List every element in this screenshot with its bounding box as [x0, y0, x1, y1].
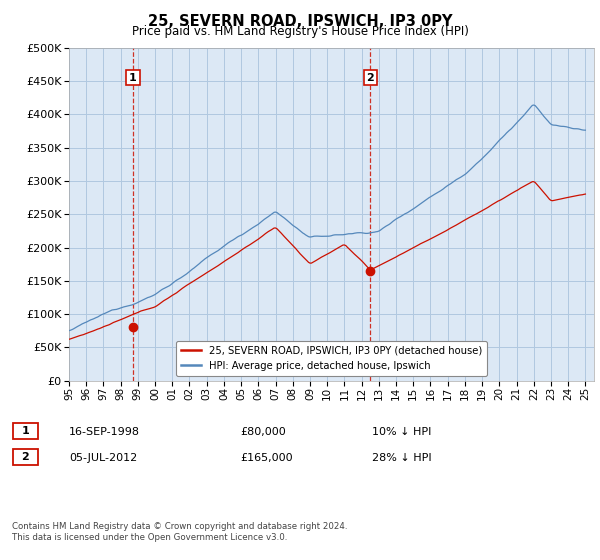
- Text: 1: 1: [129, 73, 137, 82]
- Text: 05-JUL-2012: 05-JUL-2012: [69, 453, 137, 463]
- Text: 10% ↓ HPI: 10% ↓ HPI: [372, 427, 431, 437]
- Text: 2: 2: [22, 452, 29, 462]
- Text: £165,000: £165,000: [240, 453, 293, 463]
- Text: Price paid vs. HM Land Registry's House Price Index (HPI): Price paid vs. HM Land Registry's House …: [131, 25, 469, 38]
- Text: £80,000: £80,000: [240, 427, 286, 437]
- Text: 2: 2: [367, 73, 374, 82]
- Text: 25, SEVERN ROAD, IPSWICH, IP3 0PY: 25, SEVERN ROAD, IPSWICH, IP3 0PY: [148, 14, 452, 29]
- Text: 1: 1: [22, 426, 29, 436]
- Legend: 25, SEVERN ROAD, IPSWICH, IP3 0PY (detached house), HPI: Average price, detached: 25, SEVERN ROAD, IPSWICH, IP3 0PY (detac…: [176, 341, 487, 376]
- Text: 16-SEP-1998: 16-SEP-1998: [69, 427, 140, 437]
- Text: 28% ↓ HPI: 28% ↓ HPI: [372, 453, 431, 463]
- Text: Contains HM Land Registry data © Crown copyright and database right 2024.
This d: Contains HM Land Registry data © Crown c…: [12, 522, 347, 542]
